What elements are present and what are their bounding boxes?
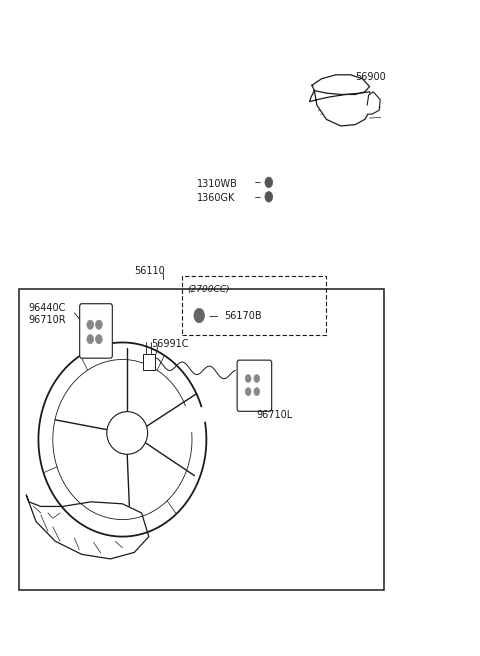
Text: 1360GK: 1360GK [197, 193, 235, 203]
Circle shape [194, 308, 204, 323]
Polygon shape [367, 92, 380, 114]
Text: 56110: 56110 [134, 266, 165, 276]
Text: 56991C: 56991C [151, 339, 189, 350]
Polygon shape [312, 75, 370, 94]
Circle shape [254, 388, 260, 396]
Text: 56170B: 56170B [225, 310, 262, 321]
Text: 96440C: 96440C [29, 303, 66, 314]
Circle shape [245, 375, 251, 382]
Circle shape [87, 320, 94, 329]
Bar [182, 276, 326, 335]
FancyBboxPatch shape [237, 360, 272, 411]
Circle shape [261, 172, 276, 193]
Text: (2700CC): (2700CC) [187, 285, 230, 295]
Ellipse shape [107, 412, 148, 454]
Circle shape [261, 186, 276, 207]
Circle shape [96, 320, 102, 329]
Text: 1310WB: 1310WB [197, 178, 238, 189]
Text: 96710R: 96710R [29, 315, 66, 325]
Bar [143, 354, 155, 370]
Circle shape [96, 335, 102, 344]
Circle shape [265, 177, 273, 188]
FancyBboxPatch shape [80, 304, 112, 358]
Bar [19, 289, 384, 590]
Circle shape [254, 375, 260, 382]
Polygon shape [26, 495, 149, 559]
Circle shape [190, 302, 209, 329]
Circle shape [245, 388, 251, 396]
Text: 96710L: 96710L [257, 409, 293, 420]
Text: 56900: 56900 [355, 72, 386, 82]
Circle shape [87, 335, 94, 344]
Circle shape [265, 192, 273, 202]
Polygon shape [310, 91, 372, 126]
